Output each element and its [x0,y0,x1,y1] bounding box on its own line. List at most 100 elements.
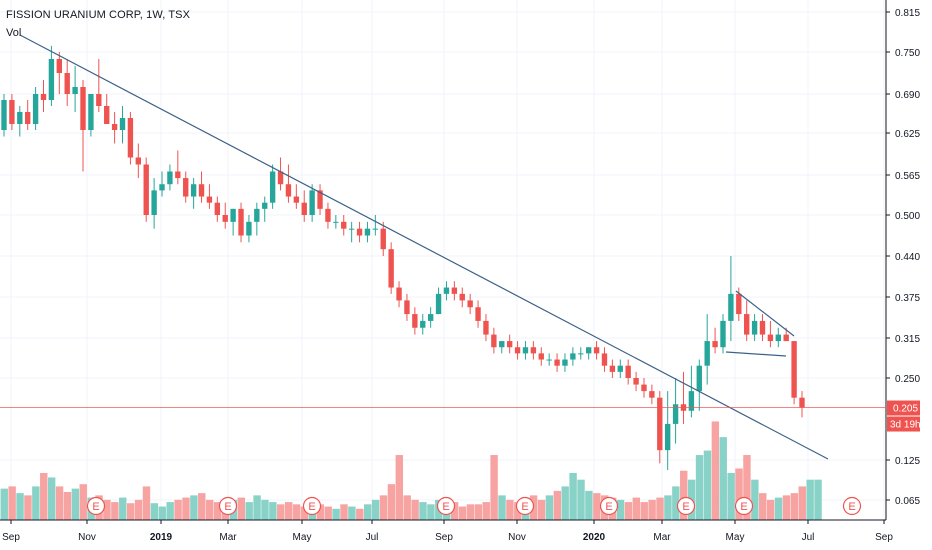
candle-body [672,404,679,424]
volume-bar [506,499,514,520]
time-tick-label: Mar [653,532,671,543]
earnings-badge-icon[interactable] [734,496,754,516]
time-tick-label: 2019 [150,532,173,543]
volume-bar [585,490,593,520]
earnings-badge-label: E [92,501,99,513]
time-tick-label: 2020 [583,532,606,543]
candle-body [206,196,213,203]
price-tick-label: 0.375 [895,293,920,304]
volume-bar [648,499,656,520]
candle-body [72,87,78,94]
earnings-badge-icon[interactable] [599,496,619,516]
earnings-badge-icon[interactable] [515,496,535,516]
volume-bar [680,470,688,520]
earnings-badge-label: E [848,501,855,513]
wedge-upper-line[interactable] [735,290,795,337]
candle-body [759,320,766,335]
candle-body [246,221,252,236]
volume-bar [751,479,759,520]
time-tick-label: Sep [2,532,20,543]
volume-bar [150,503,159,520]
volume-bar [672,486,680,520]
candle-body [585,347,592,354]
volume-bar [371,499,380,520]
earnings-badge-label: E [308,501,315,513]
candle-body [593,347,600,354]
candle-body [119,118,126,130]
symbol-title[interactable]: FISSION URANIUM CORP, 1W, TSX [6,9,191,21]
candle-body [696,365,702,392]
candle-body [641,384,647,392]
volume-bar [174,499,182,520]
time-axis[interactable]: Sep Nov 2019 Mar May Jul Sep Nov 2020 Mar May Jul Se… [2,520,893,543]
candle-body [483,320,489,335]
earnings-badge-icon[interactable] [676,496,696,516]
earnings-badge-icon[interactable] [436,496,456,516]
earnings-badge-icon[interactable] [86,496,106,516]
bar-countdown: 3d 19h [890,420,921,431]
candle-body [380,228,386,250]
candle-body [80,87,86,130]
candle-body [396,287,402,301]
candle-body [514,347,521,354]
candle-body [562,359,568,366]
candle-body [459,293,465,301]
volume-bar [142,486,151,520]
volume-bar [134,499,143,520]
candle-body [435,293,442,315]
candle-body [1,100,7,130]
volume-bar [727,472,735,520]
candle-body [578,353,584,355]
volume-bar [735,468,743,520]
price-axis[interactable]: 0.815 0.750 0.690 0.625 0.565 0.500 0.440 0.375… [886,8,920,507]
volume-bar [656,497,664,520]
candle-body [262,202,268,209]
candle-body [269,171,276,203]
earnings-badge-label: E [605,501,612,513]
volume-bar [158,506,166,520]
candle-body [744,314,750,335]
volume-bar [348,506,356,520]
wedge-lower-line[interactable] [725,351,787,357]
candle-body [238,208,244,236]
volume-bar [356,508,364,520]
candle-body [135,157,142,165]
candle-body [751,320,758,335]
volume-bar [577,479,585,520]
volume-bar [782,495,791,520]
candle-body [720,320,726,348]
time-tick-label: Jul [802,532,815,543]
volume-legend[interactable]: Vol [6,27,22,39]
candle-body [301,202,307,215]
volume-bar [616,499,625,520]
candle-body [499,341,505,348]
earnings-badge-icon[interactable] [218,496,238,516]
candle-body [649,391,655,398]
candle-body [183,178,189,197]
volume-bar [324,506,332,520]
candle-body [143,164,149,215]
descending-trendline[interactable] [19,34,829,460]
candle-body [104,106,110,124]
volume-bar [427,504,435,520]
volume-bar [632,497,641,520]
volume-bar [474,504,483,520]
candle-body [601,353,608,366]
candle-body [506,341,513,348]
candle-body [451,287,458,294]
candle-body [214,202,221,215]
candle-body [554,359,560,366]
candle-body [325,208,331,222]
earnings-badge-icon[interactable] [302,496,322,516]
candle-body [364,228,371,236]
volume-bar [624,502,633,520]
last-price-tag: 0.205 3d 19h [887,400,921,432]
candle-body [704,341,710,366]
candle-body [88,94,94,130]
volume-bar [569,472,577,520]
earnings-badge-icon[interactable] [842,496,862,516]
candle-body [198,184,205,197]
volume-bar [79,484,87,520]
